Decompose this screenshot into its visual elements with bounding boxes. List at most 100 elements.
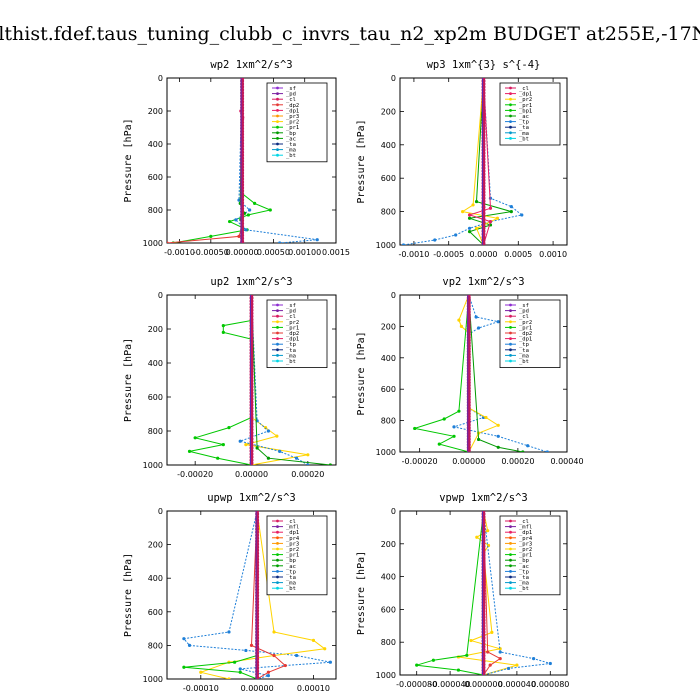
series-point (199, 670, 203, 674)
legend-marker (509, 342, 512, 346)
legend-label: _pd (519, 309, 529, 315)
legend-label: _cl (286, 519, 296, 525)
legend-marker (276, 547, 279, 551)
y-tick-label: 1000 (376, 241, 396, 250)
legend-marker (276, 142, 279, 146)
legend-label: _dp1 (519, 92, 532, 98)
legend-label: _cl (519, 86, 529, 92)
series-point (237, 234, 241, 238)
y-tick-label: 200 (381, 322, 396, 331)
legend-label: _ma (286, 353, 296, 359)
panel-title: up2 1xm^2/s^3 (210, 276, 292, 288)
series-group (412, 295, 549, 452)
legend-marker (276, 359, 279, 363)
y-tick-label: 1000 (376, 448, 396, 457)
series-point (272, 653, 276, 658)
series-point (498, 657, 502, 661)
series-point (209, 234, 213, 238)
legend-marker (276, 137, 279, 140)
series-point (456, 668, 461, 672)
legend-marker (509, 131, 512, 135)
legend-label: _ac (286, 564, 296, 570)
series-point (486, 650, 490, 654)
legend-marker (509, 348, 512, 352)
y-tick-label: 1000 (376, 671, 396, 680)
legend-marker (509, 103, 512, 107)
legend-label: _dp1 (286, 530, 299, 536)
legend-label: _ta (519, 575, 529, 581)
legend-marker (509, 570, 512, 573)
y-tick-label: 0 (158, 291, 163, 300)
legend-label: _mfl (519, 525, 532, 531)
legend-marker (509, 109, 512, 112)
series-line (251, 295, 331, 465)
legend-marker (509, 326, 512, 329)
x-tick-label: 0.00010 (297, 684, 330, 693)
series-point (457, 318, 461, 322)
y-tick-label: 1000 (143, 675, 163, 684)
legend-label: _cl (519, 519, 529, 525)
y-axis-label: Pressure [hPa] (123, 338, 134, 422)
series-line (189, 295, 252, 465)
legend-label: _bp (286, 131, 296, 137)
series-line (458, 295, 500, 452)
panel-6: vpwp 1xm^2/s^3 0 200 400 600 800 1000 Pressure … (356, 492, 569, 689)
legend-label: _bp1 (519, 108, 532, 114)
legend-label: _ta (286, 575, 296, 581)
series-point (234, 218, 238, 222)
legend-label: _dp2 (286, 331, 299, 337)
series-line (416, 511, 484, 675)
series-point (216, 456, 220, 460)
series-point (167, 241, 169, 243)
legend-marker (509, 525, 512, 528)
x-tick-label: 0.00020 (501, 457, 534, 466)
legend-marker (509, 542, 512, 545)
panels: wp2 1xm^2/s^3 0 200 400 600 800 1000 Pressure [… (123, 59, 584, 693)
series-line (483, 511, 551, 675)
x-tick-label: 0.00020 (291, 470, 324, 479)
y-tick-label: 200 (148, 107, 163, 116)
x-tick-label: -0.0010 (398, 250, 429, 259)
legend-marker (276, 530, 279, 534)
x-tick-label: 0.000080 (531, 680, 569, 689)
legend-label: _dp2 (286, 103, 299, 109)
series-point (182, 665, 186, 669)
series-point (452, 425, 456, 429)
legend-marker (276, 575, 279, 579)
series-point (187, 643, 192, 648)
series-point (467, 216, 472, 220)
x-tick-label: 0.00000 (226, 248, 259, 257)
legend-marker (276, 564, 279, 568)
series-point (452, 434, 456, 438)
series-point (323, 647, 327, 651)
series-point (306, 453, 310, 457)
legend-marker (509, 320, 512, 324)
legend-marker (276, 125, 279, 129)
series-line (183, 511, 258, 679)
series-point (187, 449, 192, 453)
series-point (413, 426, 417, 431)
legend-label: _pr1 (286, 325, 299, 331)
legend-label: _pr1 (286, 553, 299, 559)
x-tick-label: 0.00100 (288, 248, 321, 257)
x-tick-label: 0.00050 (257, 248, 290, 257)
x-tick-label: 0.0010 (539, 250, 567, 259)
series-point (294, 653, 299, 658)
legend-label: _tp (519, 342, 529, 348)
y-tick-label: 600 (148, 173, 163, 182)
legend-marker (276, 153, 279, 157)
series-point (233, 660, 237, 664)
series-point (328, 463, 332, 465)
series-point (193, 436, 197, 440)
legend-marker (276, 148, 279, 152)
legend-label: _tp (286, 569, 296, 575)
series-point (476, 326, 481, 330)
series-point (328, 660, 332, 664)
series-point (467, 213, 472, 217)
x-tick-label: -0.00020 (402, 457, 438, 466)
y-tick-label: 400 (148, 359, 163, 368)
series-line (461, 78, 499, 245)
series-point (496, 320, 500, 324)
series-point (467, 230, 472, 234)
